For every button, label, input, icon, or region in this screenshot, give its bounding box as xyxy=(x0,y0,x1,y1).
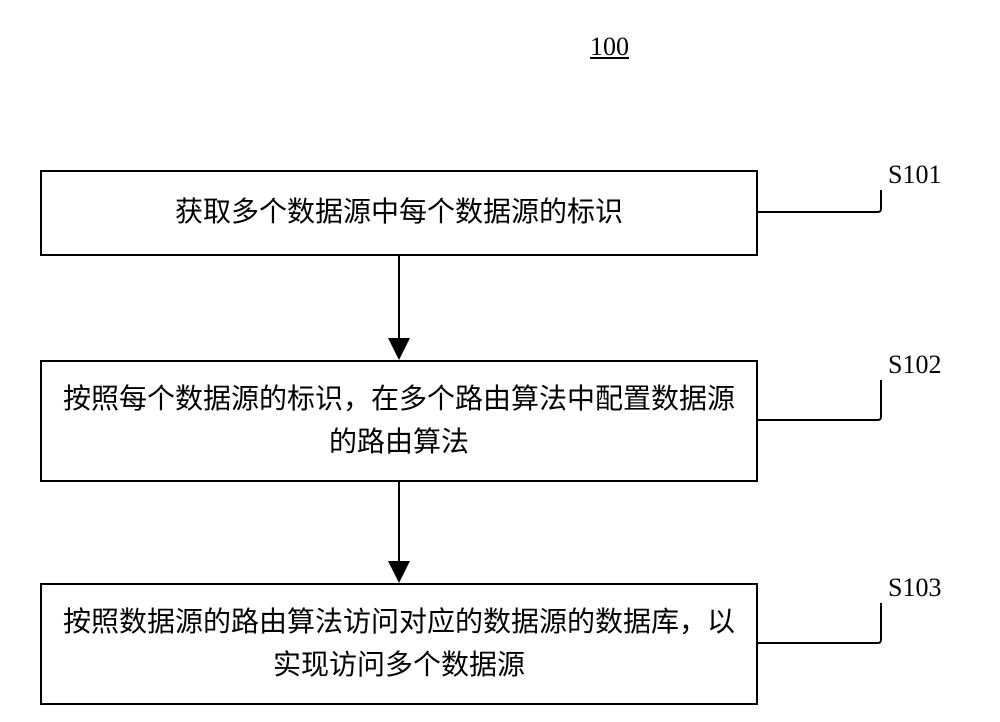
arrow-head-1 xyxy=(388,338,410,360)
flowchart-box-1: 获取多个数据源中每个数据源的标识 xyxy=(40,170,758,256)
flowchart-box-text-2: 按照每个数据源的标识，在多个路由算法中配置数据源的路由算法 xyxy=(62,378,736,465)
step-label-1: S101 xyxy=(888,160,941,190)
diagram-title: 100 xyxy=(590,32,629,62)
arrow-line-1 xyxy=(398,256,400,338)
connector-hook-3 xyxy=(758,603,882,644)
connector-hook-2 xyxy=(758,380,882,421)
arrow-line-2 xyxy=(398,482,400,561)
flowchart-box-2: 按照每个数据源的标识，在多个路由算法中配置数据源的路由算法 xyxy=(40,360,758,482)
step-label-2: S102 xyxy=(888,350,941,380)
flowchart-box-3: 按照数据源的路由算法访问对应的数据源的数据库，以实现访问多个数据源 xyxy=(40,583,758,705)
step-label-3: S103 xyxy=(888,573,941,603)
connector-hook-1 xyxy=(758,190,882,213)
flowchart-box-text-3: 按照数据源的路由算法访问对应的数据源的数据库，以实现访问多个数据源 xyxy=(62,601,736,688)
flowchart-box-text-1: 获取多个数据源中每个数据源的标识 xyxy=(175,191,623,234)
arrow-head-2 xyxy=(388,561,410,583)
